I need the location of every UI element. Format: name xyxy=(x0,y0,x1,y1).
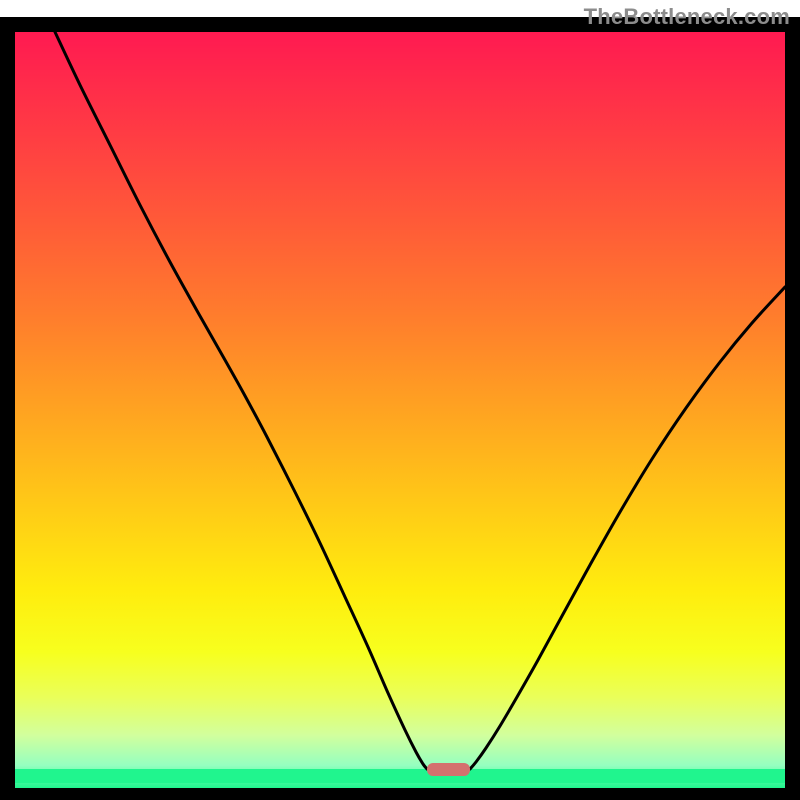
chart-svg xyxy=(0,0,800,800)
gradient-background xyxy=(15,32,785,788)
chart-container: TheBottleneck.com xyxy=(0,0,800,800)
optimal-marker xyxy=(427,763,470,776)
attribution-label: TheBottleneck.com xyxy=(584,4,790,30)
ground-band xyxy=(15,769,785,783)
